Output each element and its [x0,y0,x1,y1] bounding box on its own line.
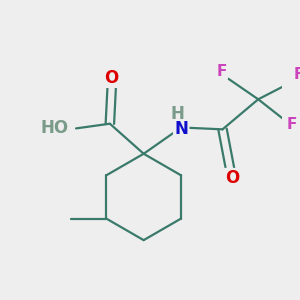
Text: F: F [293,68,300,82]
Text: F: F [216,64,227,79]
Text: O: O [105,69,119,87]
Text: H: H [170,105,184,123]
Text: O: O [225,169,239,187]
Text: F: F [287,117,297,132]
Text: N: N [174,120,188,138]
Text: HO: HO [40,119,68,137]
